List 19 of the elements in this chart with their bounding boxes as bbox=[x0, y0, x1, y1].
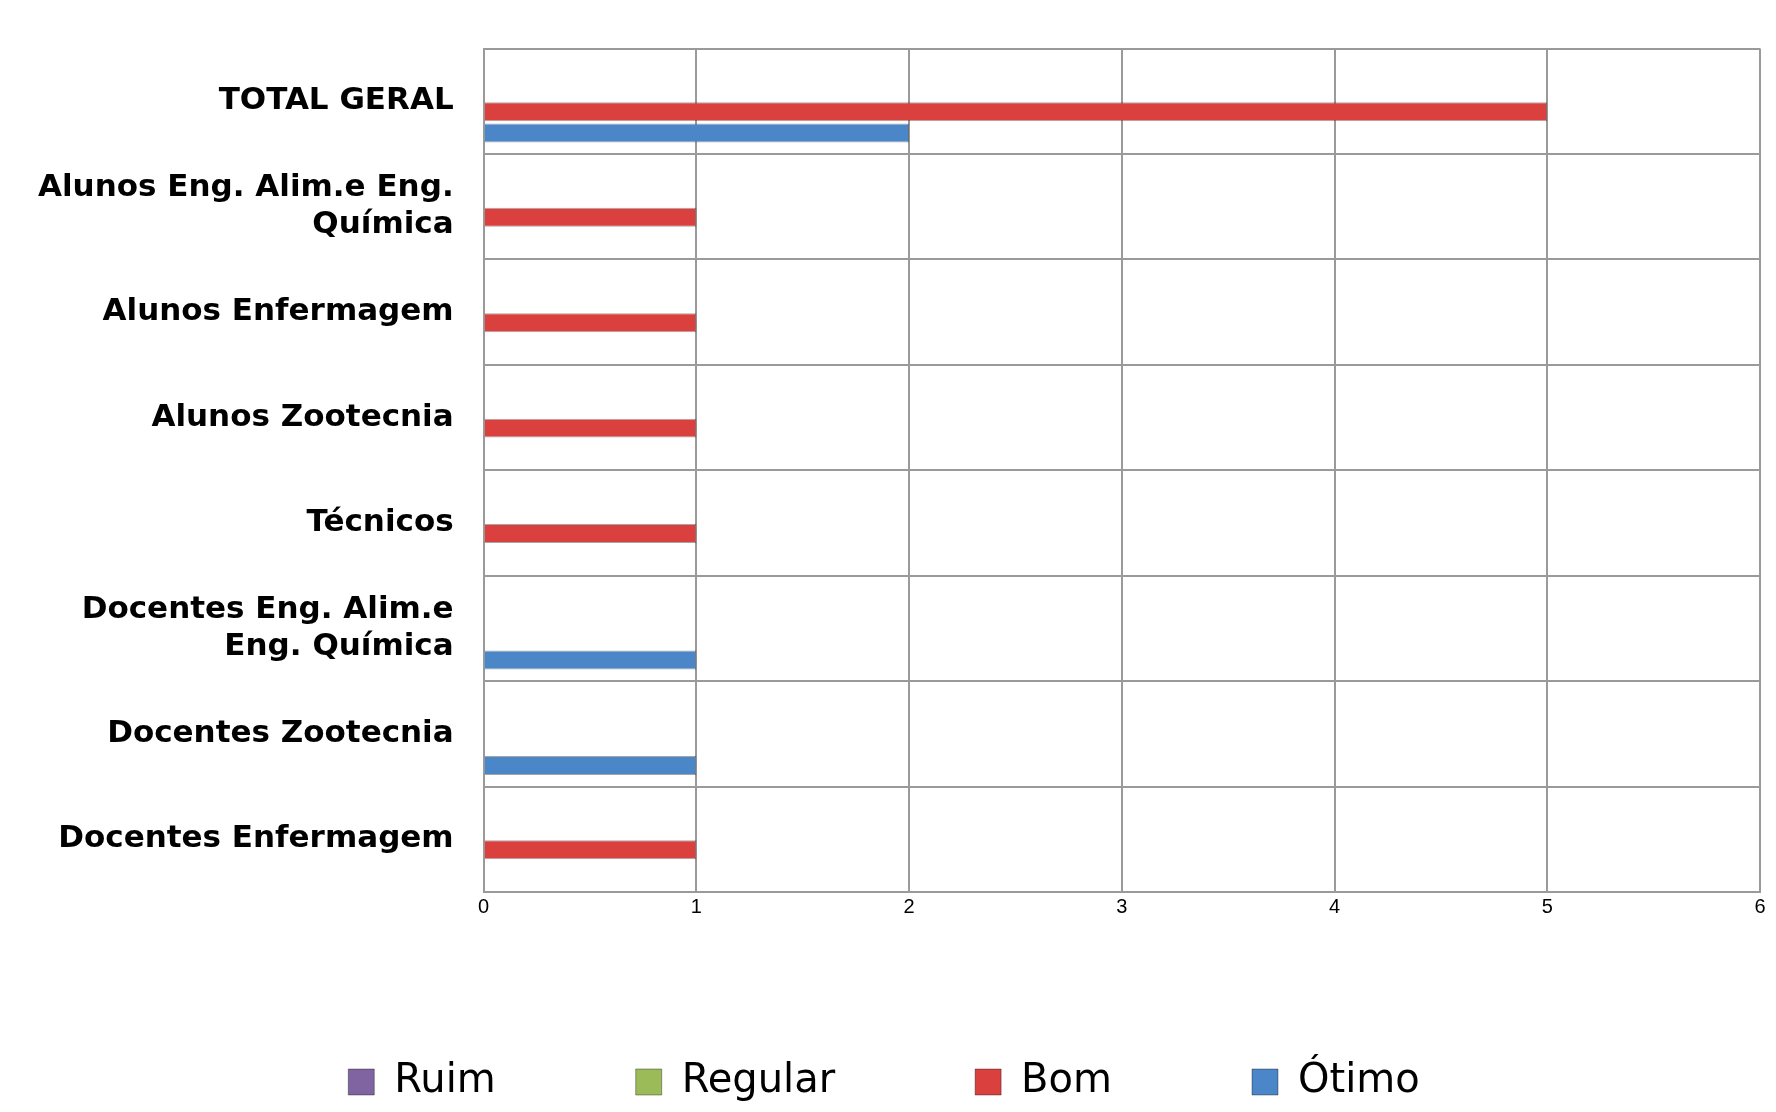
y-tick-label: TOTAL GERAL bbox=[218, 80, 454, 117]
x-tick-label: 4 bbox=[1328, 894, 1341, 917]
legend-label: Ruim bbox=[394, 1055, 496, 1102]
legend-label: Ótimo bbox=[1298, 1054, 1420, 1102]
y-tick-label: Docentes Zootecnia bbox=[107, 712, 454, 749]
x-tick-label: 6 bbox=[1754, 894, 1766, 917]
y-tick-label: Docentes Enfermagem bbox=[58, 818, 454, 855]
x-tick-label: 3 bbox=[1116, 894, 1128, 917]
y-tick-label: Alunos Zootecnia bbox=[151, 396, 454, 433]
y-tick-label: Técnicos bbox=[306, 502, 454, 539]
y-tick-label: Alunos Enfermagem bbox=[102, 291, 454, 328]
y-tick-label: Docentes Eng. Alim.e Eng. Química bbox=[81, 588, 454, 663]
x-tick-label: 0 bbox=[478, 894, 490, 917]
legend-label: Regular bbox=[681, 1055, 836, 1102]
x-tick-label: 5 bbox=[1541, 894, 1553, 917]
x-tick-label: 1 bbox=[690, 894, 702, 917]
x-tick-label: 2 bbox=[903, 894, 915, 917]
y-tick-label: Alunos Eng. Alim.e Eng. Química bbox=[38, 167, 454, 241]
legend-label: Bom bbox=[1021, 1055, 1113, 1102]
